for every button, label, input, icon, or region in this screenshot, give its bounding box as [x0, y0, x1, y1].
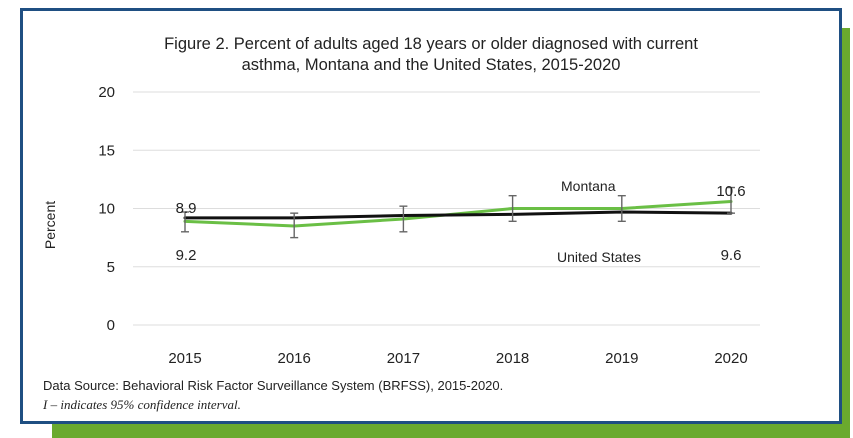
x-tick-label-2018: 2018: [496, 350, 529, 367]
annotation-montana-2020: 10.6: [716, 183, 745, 200]
confidence-intervals: [181, 186, 735, 239]
series: [183, 200, 733, 228]
series-label-montana: Montana: [561, 178, 616, 194]
x-tick-label-2019: 2019: [605, 350, 638, 367]
series-label-us: United States: [557, 249, 641, 265]
y-tick-label-10: 10: [98, 201, 115, 218]
annotation-montana-2015: 8.9: [176, 200, 197, 217]
x-tick-label-2017: 2017: [387, 350, 420, 367]
ci-bar-2019: [617, 194, 626, 223]
y-tick-label-0: 0: [107, 317, 115, 334]
ci-bar-2016: [290, 212, 299, 239]
y-tick-label-15: 15: [98, 142, 115, 159]
annotation-us-2015: 9.2: [176, 247, 197, 264]
chart-title-line-1: Figure 2. Percent of adults aged 18 year…: [164, 35, 698, 53]
ci-bar-2017: [399, 205, 408, 233]
grid-lines: [133, 91, 760, 326]
x-tick-label-2020: 2020: [714, 350, 747, 367]
annotation-us-2020: 9.6: [721, 247, 742, 264]
x-tick-label-2016: 2016: [278, 350, 311, 367]
ci-bar-2018: [508, 194, 517, 223]
figure-frame: Figure 2. Percent of adults aged 18 year…: [20, 8, 842, 424]
x-tick-label-2015: 2015: [168, 350, 201, 367]
data-source-note: Data Source: Behavioral Risk Factor Surv…: [43, 378, 504, 393]
chart-title-line-2: asthma, Montana and the United States, 2…: [241, 56, 621, 74]
confidence-interval-note: I – indicates 95% confidence interval.: [43, 397, 241, 412]
line-chart: 0 5 10 15 20 Percent 2015 2016 2017 2018 2019 202…: [42, 84, 760, 367]
x-axis-ticks: 2015 2016 2017 2018 2019 2020: [168, 350, 747, 367]
y-axis-label: Percent: [42, 201, 58, 249]
y-tick-label-20: 20: [98, 84, 115, 101]
y-axis-ticks: 0 5 10 15 20: [98, 84, 115, 334]
ci-bar-2015: [181, 211, 189, 233]
series-line-united-states: [183, 210, 733, 220]
ci-bar-2020: [727, 186, 735, 214]
y-tick-label-5: 5: [107, 259, 115, 276]
